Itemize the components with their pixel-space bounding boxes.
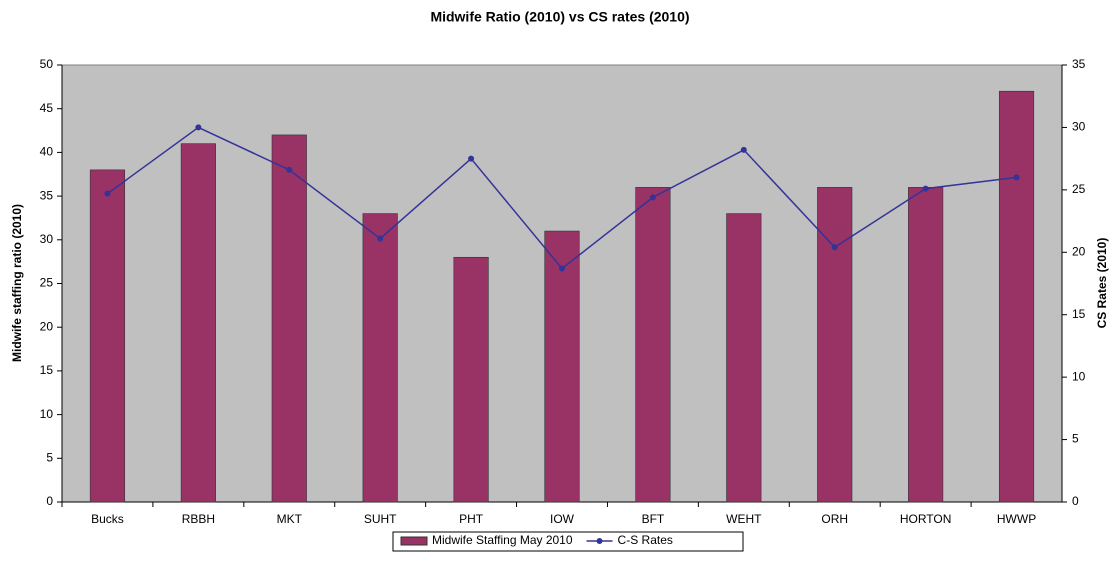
bar (998, 90, 1035, 503)
y2-tick-label: 5 (1072, 432, 1079, 446)
line-marker (559, 265, 565, 272)
bar (635, 187, 671, 503)
bar (89, 169, 126, 503)
x-tick-label: Bucks (91, 512, 124, 526)
legend-swatch (400, 536, 428, 546)
line-marker (468, 155, 475, 162)
y-axis-label: Midwife staffing ratio (2010) (10, 204, 24, 362)
y2-axis-label: CS Rates (2010) (1095, 238, 1109, 329)
x-tick-label: SUHT (364, 512, 397, 526)
y2-tick-label: 35 (1072, 57, 1086, 71)
line-marker (740, 146, 747, 153)
y-tick-label: 10 (40, 407, 54, 421)
y2-tick-label: 25 (1072, 182, 1086, 196)
line-marker (195, 124, 202, 131)
x-tick-label: PHT (459, 512, 484, 526)
y2-tick-label: 15 (1072, 307, 1086, 321)
y-tick-label: 15 (40, 363, 54, 377)
y-tick-label: 30 (40, 232, 54, 246)
legend-box (392, 531, 744, 552)
y2-tick-label: 30 (1072, 120, 1086, 134)
x-tick-label: WEHT (726, 512, 762, 526)
y-tick-label: 35 (40, 188, 54, 202)
x-tick-label: IOW (550, 512, 575, 526)
legend-swatch-marker (596, 538, 603, 544)
bar (271, 134, 307, 503)
x-tick-label: BFT (642, 512, 665, 526)
y2-tick-label: 10 (1072, 369, 1086, 383)
line-marker (649, 194, 656, 201)
y-tick-label: 50 (40, 57, 54, 71)
y-tick-label: 45 (40, 101, 54, 115)
line-marker (286, 166, 293, 173)
x-tick-label: ORH (821, 512, 848, 526)
x-tick-label: HWWP (997, 512, 1036, 526)
y-tick-label: 5 (46, 450, 53, 464)
y-tick-label: 25 (40, 276, 54, 290)
line-marker (104, 190, 111, 197)
y-tick-label: 0 (46, 494, 53, 508)
line-marker (377, 235, 384, 242)
x-tick-label: MKT (277, 512, 303, 526)
line-marker (831, 244, 838, 251)
legend-label: C-S Rates (618, 533, 673, 547)
x-tick-label: HORTON (900, 512, 952, 526)
y-tick-label: 20 (40, 319, 54, 333)
bar (908, 187, 944, 503)
line-marker (1013, 174, 1020, 181)
y2-tick-label: 20 (1072, 244, 1086, 258)
bar (453, 256, 489, 503)
chart-title: Midwife Ratio (2010) vs CS rates (2010) (430, 9, 689, 25)
x-tick-label: RBBH (182, 512, 215, 526)
bar (726, 213, 762, 503)
legend-label: Midwife Staffing May 2010 (432, 533, 573, 547)
line-marker (922, 185, 929, 192)
y2-tick-label: 0 (1072, 494, 1079, 508)
bar (180, 143, 216, 503)
bar (544, 230, 580, 503)
y-tick-label: 40 (40, 145, 54, 159)
bar (362, 213, 398, 503)
